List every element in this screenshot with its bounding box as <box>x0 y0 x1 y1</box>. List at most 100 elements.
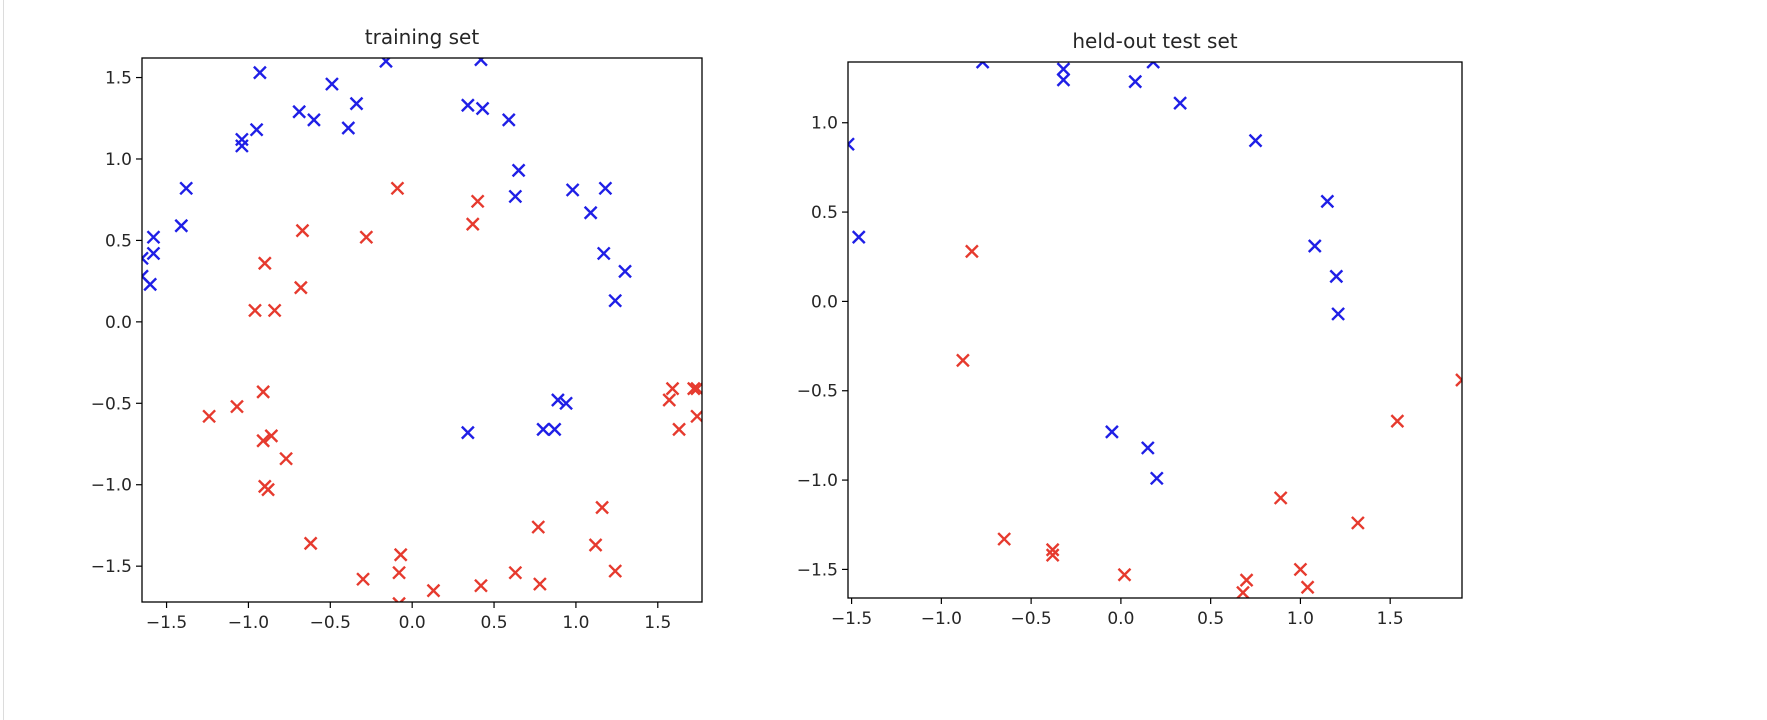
data-point-blue-x-marker <box>142 251 149 266</box>
data-point-red-x-marker <box>608 564 623 578</box>
axes-frame <box>141 57 703 603</box>
data-point-blue-x-marker <box>618 264 632 279</box>
y-tick-label: −0.5 <box>91 394 132 414</box>
data-point-blue-x-marker <box>474 58 488 67</box>
data-point-red-x-marker <box>202 409 216 424</box>
data-point-blue-x-marker <box>235 132 249 147</box>
data-point-blue-x-marker <box>475 101 490 116</box>
data-point-blue-x-marker <box>379 58 393 69</box>
y-tick-label: −1.5 <box>797 560 838 580</box>
data-point-red-x-marker <box>588 538 603 552</box>
data-point-red-x-marker <box>690 409 702 424</box>
data-point-red-x-marker <box>1273 491 1288 505</box>
data-point-blue-x-marker <box>143 277 158 292</box>
training-set-plot: training set −1.5 −1.0 −0.5 0.0 0.5 1.0 1.5 −1.5… <box>91 25 703 633</box>
data-point-blue-x-marker <box>1146 62 1161 69</box>
data-point-blue-x-marker <box>307 113 321 127</box>
data-point-blue-x-marker <box>146 246 161 261</box>
data-point-red-x-marker <box>662 393 677 407</box>
axes-frame <box>847 61 1463 599</box>
data-point-blue-x-marker <box>608 293 623 308</box>
y-tick-label: −1.5 <box>91 557 132 577</box>
data-point-blue-x-marker <box>596 246 611 261</box>
data-point-blue-x-marker <box>253 65 267 80</box>
x-tick-label: 0.0 <box>399 613 426 633</box>
data-point-blue-x-marker <box>536 422 551 437</box>
x-tick-label: 0.5 <box>481 613 508 633</box>
data-point-blue-x-marker <box>501 113 516 127</box>
data-point-blue-x-marker <box>1128 74 1143 89</box>
data-point-blue-x-marker <box>349 96 364 111</box>
data-point-red-x-marker <box>256 433 271 448</box>
x-tick-label: −0.5 <box>310 613 351 633</box>
data-point-blue-x-marker <box>1320 194 1335 209</box>
x-tick-label: 1.5 <box>644 613 671 633</box>
data-point-red-x-marker <box>672 422 686 437</box>
data-point-red-x-marker <box>279 451 293 466</box>
data-point-blue-x-marker <box>1248 133 1263 148</box>
data-point-blue-x-marker <box>460 98 475 113</box>
data-point-blue-x-marker <box>1056 62 1071 76</box>
x-tick-label: 1.0 <box>562 613 589 633</box>
data-point-red-x-marker <box>426 583 441 598</box>
data-points <box>142 58 702 602</box>
data-point-red-x-marker <box>465 217 480 231</box>
data-point-blue-x-marker <box>325 77 339 91</box>
data-point-red-x-marker <box>474 578 488 593</box>
data-point-blue-x-marker <box>292 104 307 119</box>
data-point-red-x-marker <box>508 565 523 580</box>
data-point-red-x-marker <box>248 303 262 318</box>
data-point-blue-x-marker <box>1149 471 1164 486</box>
data-point-blue-x-marker <box>559 396 573 411</box>
data-point-blue-x-marker <box>851 230 866 244</box>
data-point-blue-x-marker <box>508 189 523 204</box>
x-tick-label: 0.0 <box>1107 609 1134 629</box>
data-point-red-x-marker <box>1293 562 1308 577</box>
y-tick-label: 0.0 <box>811 292 838 312</box>
data-point-red-x-marker <box>690 381 702 396</box>
data-point-blue-x-marker <box>565 183 580 197</box>
data-point-red-x-marker <box>1236 585 1250 598</box>
data-point-red-x-marker <box>1351 516 1365 530</box>
y-tick-label: −1.0 <box>797 471 838 491</box>
data-point-blue-x-marker <box>1329 269 1344 284</box>
data-point-red-x-marker <box>392 596 406 602</box>
data-point-blue-x-marker <box>1140 441 1155 455</box>
data-point-red-x-marker <box>533 577 547 591</box>
data-point-blue-x-marker <box>1056 73 1071 87</box>
data-point-blue-x-marker <box>511 163 526 178</box>
data-point-blue-x-marker <box>583 205 598 220</box>
y-tick-label: 0.5 <box>105 231 132 251</box>
data-point-red-x-marker <box>359 230 374 245</box>
x-tick-label: 1.5 <box>1377 609 1404 629</box>
data-point-blue-x-marker <box>174 218 189 233</box>
chart-title: training set <box>365 25 480 49</box>
data-point-blue-x-marker <box>975 62 990 69</box>
data-point-red-x-marker <box>1455 373 1462 387</box>
data-point-red-x-marker <box>303 536 318 551</box>
data-point-red-x-marker <box>595 500 609 515</box>
data-point-blue-x-marker <box>551 393 565 407</box>
y-tick-label: −1.0 <box>91 476 132 496</box>
data-point-red-x-marker <box>997 532 1012 546</box>
x-tick-label: −1.5 <box>831 609 872 629</box>
data-point-red-x-marker <box>470 194 485 209</box>
data-point-blue-x-marker <box>235 139 249 153</box>
data-point-red-x-marker <box>1239 573 1254 587</box>
data-point-red-x-marker <box>1117 567 1132 582</box>
data-point-red-x-marker <box>1300 580 1315 595</box>
data-point-red-x-marker <box>1390 414 1405 428</box>
chart-title: held-out test set <box>1072 29 1237 53</box>
data-point-red-x-marker <box>665 381 680 396</box>
data-point-red-x-marker <box>261 482 275 497</box>
data-point-red-x-marker <box>965 244 979 259</box>
y-tick-label: 1.5 <box>105 69 132 89</box>
data-point-red-x-marker <box>393 547 408 562</box>
data-point-red-x-marker <box>356 572 370 587</box>
y-tick-label: 1.0 <box>105 150 132 170</box>
data-point-blue-x-marker <box>249 122 264 137</box>
data-point-red-x-marker <box>390 181 405 196</box>
data-point-blue-x-marker <box>146 230 161 245</box>
data-point-blue-x-marker <box>460 425 475 440</box>
data-point-blue-x-marker <box>1307 239 1322 253</box>
